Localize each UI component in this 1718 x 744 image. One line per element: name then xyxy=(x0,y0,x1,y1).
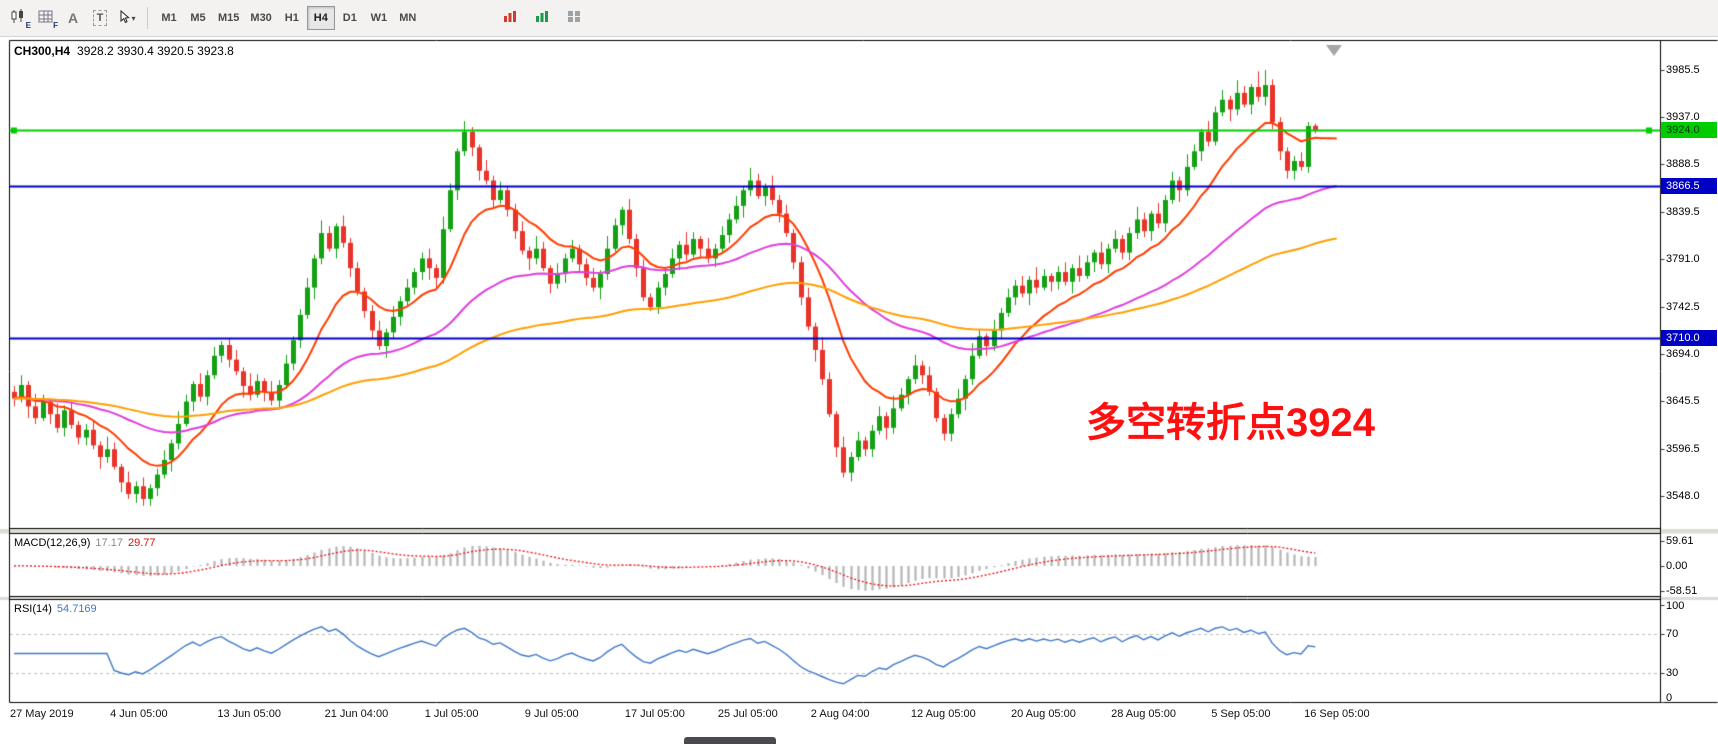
price-tick-label: 3791.0 xyxy=(1666,253,1700,266)
date-label: 17 Jul 05:00 xyxy=(624,708,685,720)
timeframe-button-d1[interactable]: D1 xyxy=(336,6,364,30)
date-label: 27 May 2019 xyxy=(10,708,74,720)
date-label: 28 Aug 05:00 xyxy=(1111,708,1176,720)
date-label: 12 Aug 05:00 xyxy=(910,708,976,720)
price-badge: 3710.0 xyxy=(1661,330,1717,347)
taskbar-peek[interactable] xyxy=(684,737,776,744)
timeframe-button-h1[interactable]: H1 xyxy=(278,6,306,30)
price-tick-label: 3645.5 xyxy=(1666,395,1700,408)
price-tick-label: 3839.5 xyxy=(1666,206,1700,219)
chevron-down-icon: ▾ xyxy=(131,13,136,23)
rsi-scale-label: 70 xyxy=(1666,628,1679,641)
timeframe-group: M1 M5 M15 M30 H1 H4 D1 W1 MN xyxy=(155,6,422,30)
price-tick-label: 3888.5 xyxy=(1666,158,1700,171)
grid-view-button[interactable]: F xyxy=(33,5,59,31)
date-label: 5 Sep 05:00 xyxy=(1211,708,1271,720)
date-label: 21 Jun 04:00 xyxy=(324,708,389,720)
timeframe-button-m15[interactable]: M15 xyxy=(213,6,244,30)
timeframe-button-m1[interactable]: M1 xyxy=(155,6,183,30)
candlestick-chart-icon xyxy=(10,9,28,27)
timeframe-button-mn[interactable]: MN xyxy=(394,6,422,30)
red-bars-icon xyxy=(503,10,517,26)
text-tool-button[interactable]: A xyxy=(60,5,86,31)
rsi-name: RSI(14) xyxy=(14,603,52,615)
date-label: 16 Sep 05:00 xyxy=(1304,708,1370,720)
date-label: 1 Jul 05:00 xyxy=(424,708,479,720)
date-label: 2 Aug 04:00 xyxy=(810,708,870,720)
date-label: 13 Jun 05:00 xyxy=(217,708,281,720)
ohlc-values: 3928.2 3930.4 3920.5 3923.8 xyxy=(77,44,234,58)
macd-signal-value: 29.77 xyxy=(127,537,156,549)
timeframe-button-w1[interactable]: W1 xyxy=(365,6,393,30)
date-label: 25 Jul 05:00 xyxy=(717,708,778,720)
macd-scale-label: 0.00 xyxy=(1666,560,1688,572)
date-label: 20 Aug 05:00 xyxy=(1011,708,1076,720)
chart-type-button[interactable]: E xyxy=(6,5,32,31)
price-tick-label: 3742.5 xyxy=(1666,300,1700,313)
letter-t-icon: T xyxy=(92,10,108,26)
icon-sub-label-e: E xyxy=(25,21,31,30)
toolbar-separator xyxy=(147,7,148,29)
main-toolbar: E F A T ▾ M1 M5 M15 M30 H1 H4 D1 W1 MN xyxy=(0,0,1718,37)
time-scale[interactable]: 27 May 2019 4 Jun 05:00 13 Jun 05:00 21 Jun… xyxy=(0,703,1718,727)
price-badge: 3866.5 xyxy=(1661,177,1717,194)
timeframe-button-m30[interactable]: M30 xyxy=(245,6,276,30)
macd-name: MACD(12,26,9) xyxy=(14,537,91,549)
macd-scale-label: 59.61 xyxy=(1666,535,1694,547)
price-tick-label: 3937.0 xyxy=(1666,111,1700,124)
mini-chart-red-button[interactable] xyxy=(497,5,523,31)
date-label: 4 Jun 05:00 xyxy=(110,708,168,720)
green-bars-icon xyxy=(535,10,549,26)
rsi-scale-label: 100 xyxy=(1666,600,1685,612)
timeframe-button-h4[interactable]: H4 xyxy=(306,6,335,30)
cursor-arrow-icon xyxy=(118,9,131,27)
rsi-scale-label: 0 xyxy=(1666,692,1673,704)
price-badge: 3924.0 xyxy=(1661,121,1717,138)
price-tick-label: 3548.0 xyxy=(1666,489,1700,502)
toolbar-extra-icons xyxy=(497,5,587,31)
price-tick-label: 3985.5 xyxy=(1666,64,1700,76)
mini-grid-gray-button[interactable] xyxy=(561,5,587,31)
macd-main-value: 17.17 xyxy=(95,537,123,549)
rsi-value: 54.7169 xyxy=(56,603,97,615)
letter-a-icon: A xyxy=(67,10,79,26)
timeframe-button-m5[interactable]: M5 xyxy=(184,6,212,30)
price-scale[interactable]: 3985.5 3937.0 3888.5 3839.5 3791.0 3742.5 3694… xyxy=(1661,0,1718,744)
price-tick-label: 3596.5 xyxy=(1666,442,1700,455)
icon-sub-label-f: F xyxy=(53,21,58,30)
grid-icon xyxy=(38,10,54,27)
gray-grid-icon xyxy=(567,10,581,26)
mini-chart-green-button[interactable] xyxy=(529,5,555,31)
symbol-period-label: CH300,H4 xyxy=(14,44,71,58)
rsi-label: RSI(14) 54.7169 xyxy=(14,603,97,615)
cursor-tool-button[interactable]: ▾ xyxy=(114,5,140,31)
macd-scale-label: -58.51 xyxy=(1666,584,1698,597)
chart-title: CH300,H4 3928.2 3930.4 3920.5 3923.8 xyxy=(14,44,234,58)
rsi-scale-label: 30 xyxy=(1666,666,1679,679)
chart-text-annotation[interactable]: 多空转折点3924 xyxy=(1086,401,1375,445)
label-tool-button[interactable]: T xyxy=(87,5,113,31)
macd-label: MACD(12,26,9) 17.17 29.77 xyxy=(14,537,155,549)
price-tick-label: 3694.0 xyxy=(1666,347,1700,360)
date-label: 9 Jul 05:00 xyxy=(524,708,579,720)
